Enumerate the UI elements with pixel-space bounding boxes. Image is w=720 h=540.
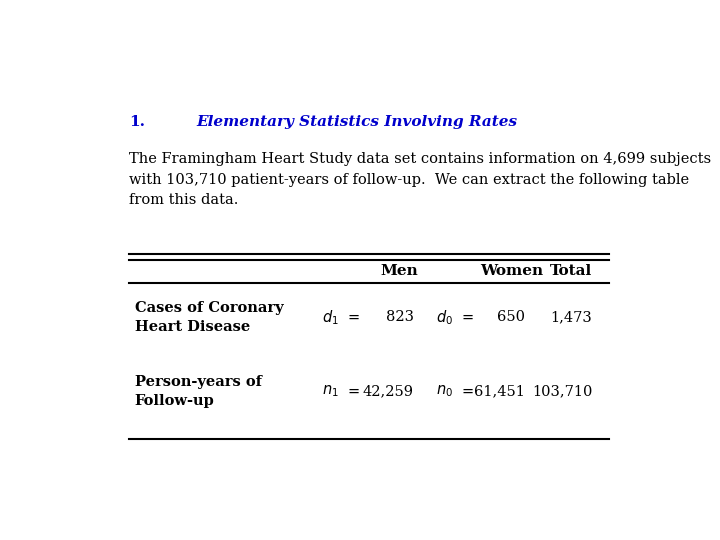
Text: Total: Total: [550, 264, 593, 278]
Text: 823: 823: [386, 310, 414, 324]
Text: $=$: $=$: [345, 384, 360, 398]
Text: Men: Men: [381, 264, 418, 278]
Text: $n_0$: $n_0$: [436, 383, 453, 399]
Text: 42,259: 42,259: [363, 384, 414, 398]
Text: 1.: 1.: [129, 114, 145, 129]
Text: $=$: $=$: [459, 310, 474, 324]
Text: Elementary Statistics Involving Rates: Elementary Statistics Involving Rates: [196, 114, 517, 129]
Text: 1,473: 1,473: [551, 310, 593, 324]
Text: Women: Women: [480, 264, 543, 278]
Text: The Framingham Heart Study data set contains information on 4,699 subjects
with : The Framingham Heart Study data set cont…: [129, 152, 711, 207]
Text: 103,710: 103,710: [532, 384, 593, 398]
Text: 650: 650: [498, 310, 526, 324]
Text: $d_1$: $d_1$: [322, 308, 338, 327]
Text: $=$: $=$: [459, 384, 474, 398]
Text: Cases of Coronary
Heart Disease: Cases of Coronary Heart Disease: [135, 301, 283, 334]
Text: $d_0$: $d_0$: [436, 308, 453, 327]
Text: 61,451: 61,451: [474, 384, 526, 398]
Text: $=$: $=$: [345, 310, 360, 324]
Text: $n_1$: $n_1$: [322, 383, 338, 399]
Text: Person-years of
Follow-up: Person-years of Follow-up: [135, 375, 261, 408]
